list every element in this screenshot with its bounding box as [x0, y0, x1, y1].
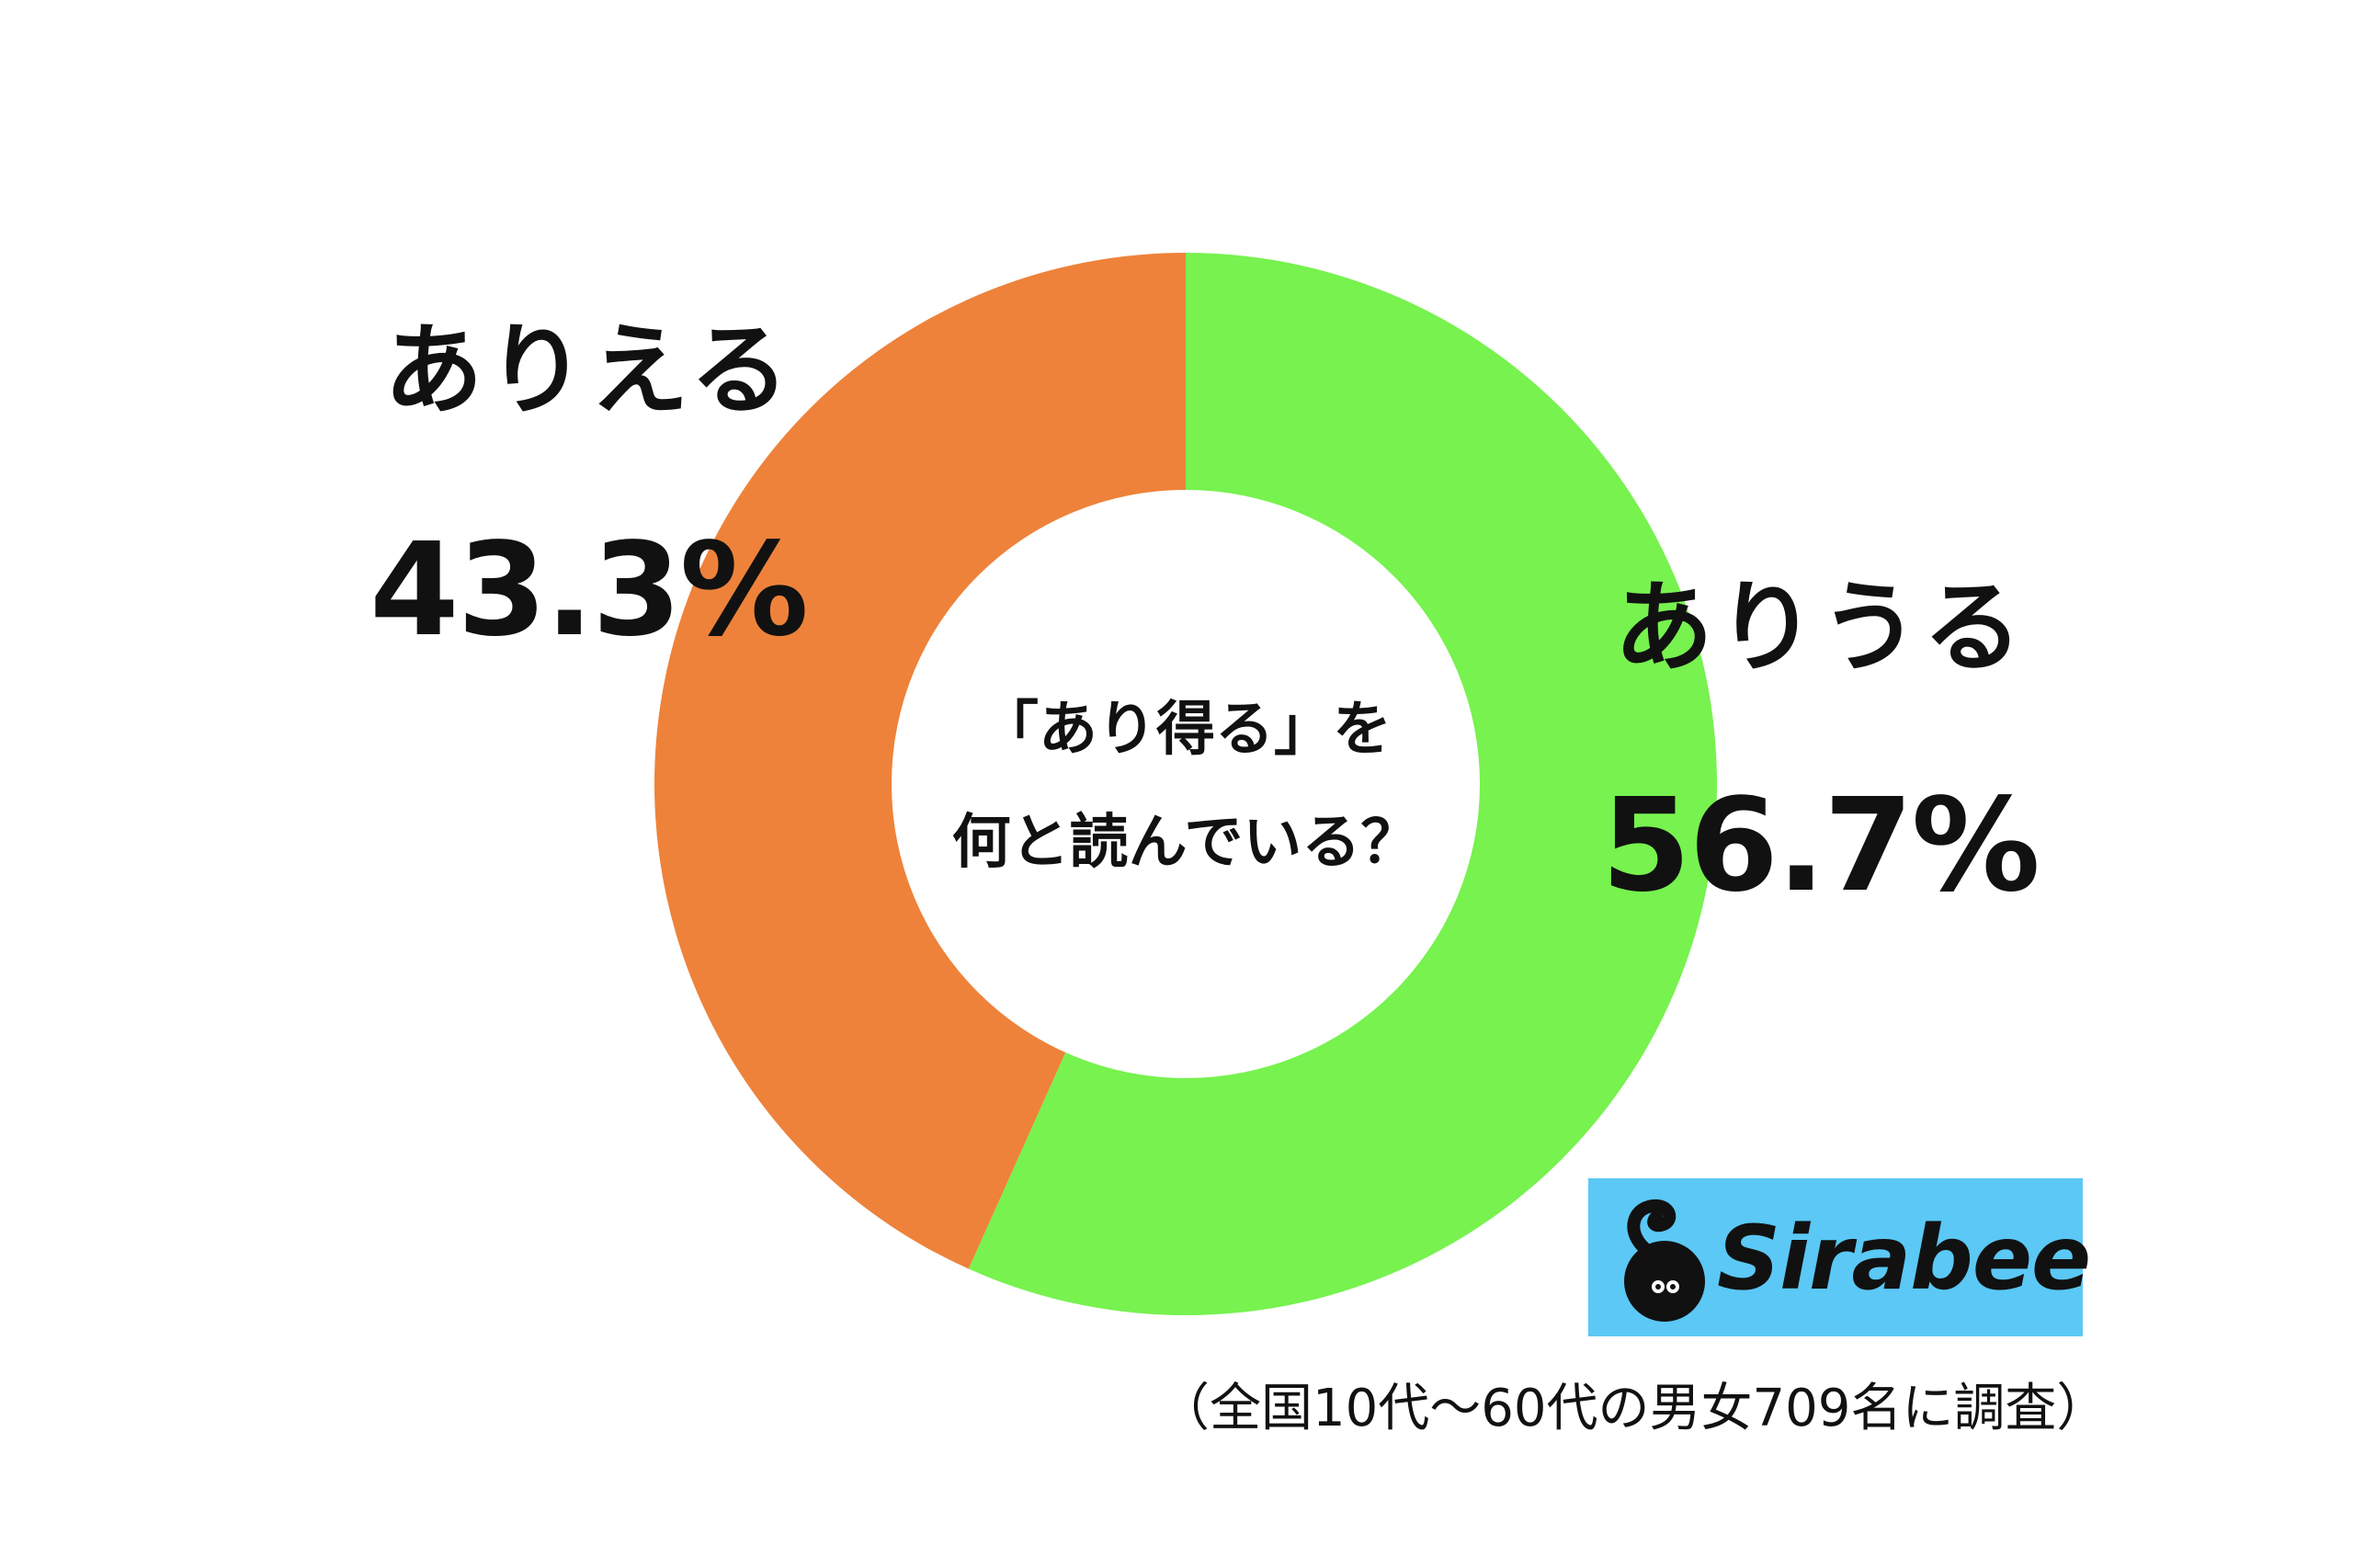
slice-name-ariuru: ありうる — [1614, 571, 2026, 686]
sirabee-logo: Sirabee — [1588, 1178, 2091, 1336]
survey-footnote: （全国10代〜60代の男女709名に調査） — [1158, 1379, 2109, 1438]
center-question-line-1: 「あり得る」を — [980, 696, 1392, 764]
slice-pct-ariuru: 56.7% — [1601, 771, 2039, 921]
slice-name-arieru: ありえる — [384, 313, 793, 428]
center-question-line-2: 何と読んでいる？ — [952, 809, 1420, 877]
sirabee-logo-mark-icon — [1624, 1199, 1705, 1322]
sirabee-logo-text: Sirabee — [1717, 1207, 2091, 1310]
donut-hole — [892, 490, 1480, 1078]
slice-pct-arieru: 43.3% — [369, 516, 807, 665]
